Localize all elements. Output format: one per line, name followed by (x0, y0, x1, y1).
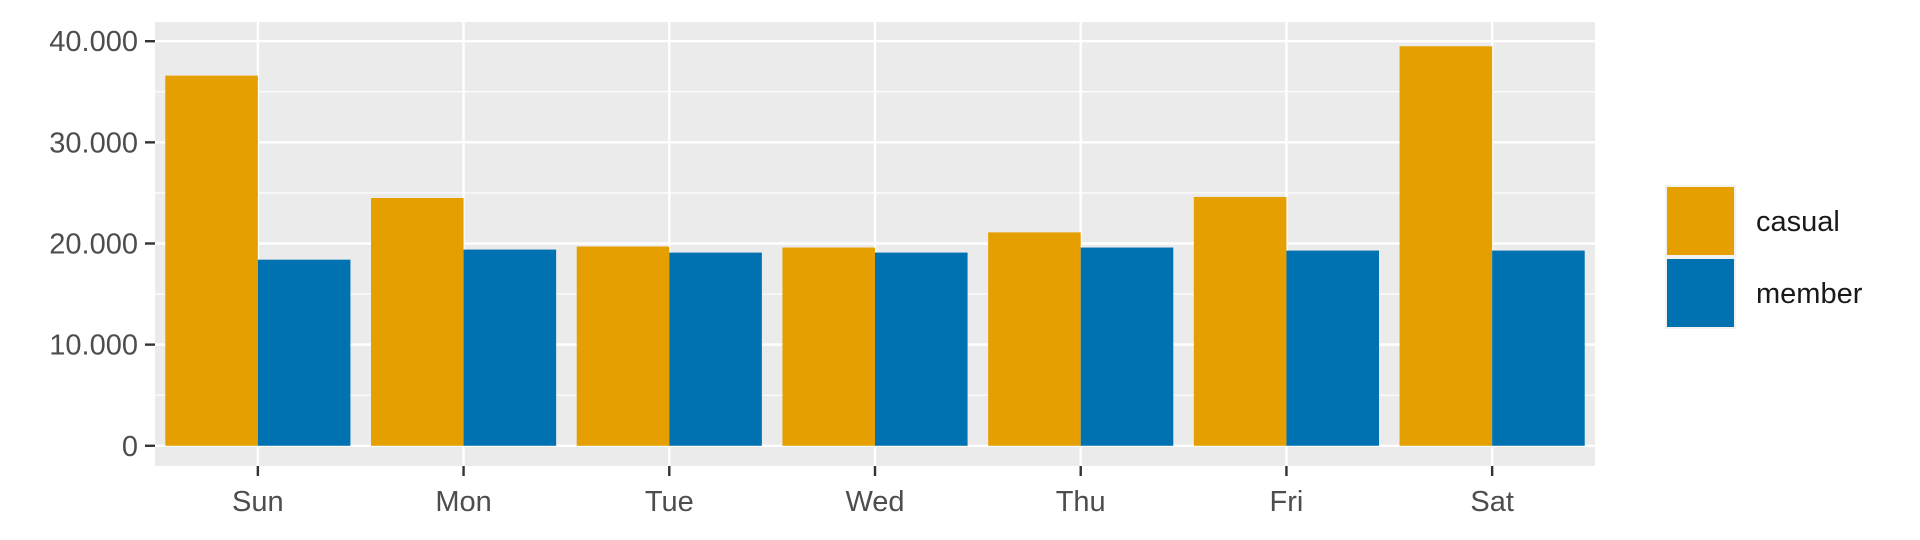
y-tick-label: 30.000 (49, 127, 138, 159)
x-tick-label: Sat (1470, 486, 1514, 518)
legend-key-member (1667, 259, 1734, 327)
bar-member-wed (875, 252, 968, 446)
bar-member-thu (1080, 247, 1174, 446)
bar-member-mon (463, 249, 557, 446)
bar-casual-tue (576, 246, 670, 446)
bar-member-sun (257, 259, 351, 446)
bar-member-tue (669, 252, 762, 446)
x-tick-label: Wed (845, 486, 904, 518)
bar-casual-mon (371, 197, 464, 446)
legend: casual member (1665, 185, 1863, 329)
y-tick-label: 20.000 (49, 228, 138, 260)
legend-label-casual: casual (1756, 206, 1840, 238)
bar-casual-sat (1399, 46, 1493, 446)
bar-casual-sun (165, 75, 258, 446)
y-tick-label: 10.000 (49, 330, 138, 362)
x-tick-label: Fri (1270, 486, 1304, 518)
bar-casual-wed (782, 247, 875, 446)
x-tick-label: Tue (645, 486, 694, 518)
bar-casual-thu (988, 232, 1081, 446)
y-tick-label: 0 (122, 431, 138, 463)
legend-label-member: member (1756, 278, 1863, 310)
x-tick-label: Sun (232, 486, 284, 518)
y-tick-label: 40.000 (49, 26, 138, 58)
x-tick-label: Thu (1056, 486, 1106, 518)
bar-casual-fri (1193, 196, 1287, 446)
y-axis: 0 10.000 20.000 30.000 40.000 (49, 26, 155, 463)
x-tick-label: Mon (435, 486, 491, 518)
x-axis: Sun Mon Tue Wed Thu Fri Sat (232, 466, 1514, 518)
legend-key-casual (1667, 187, 1734, 255)
bar-member-sat (1492, 250, 1585, 446)
bars-layer (165, 46, 1585, 446)
bar-member-fri (1286, 250, 1379, 446)
